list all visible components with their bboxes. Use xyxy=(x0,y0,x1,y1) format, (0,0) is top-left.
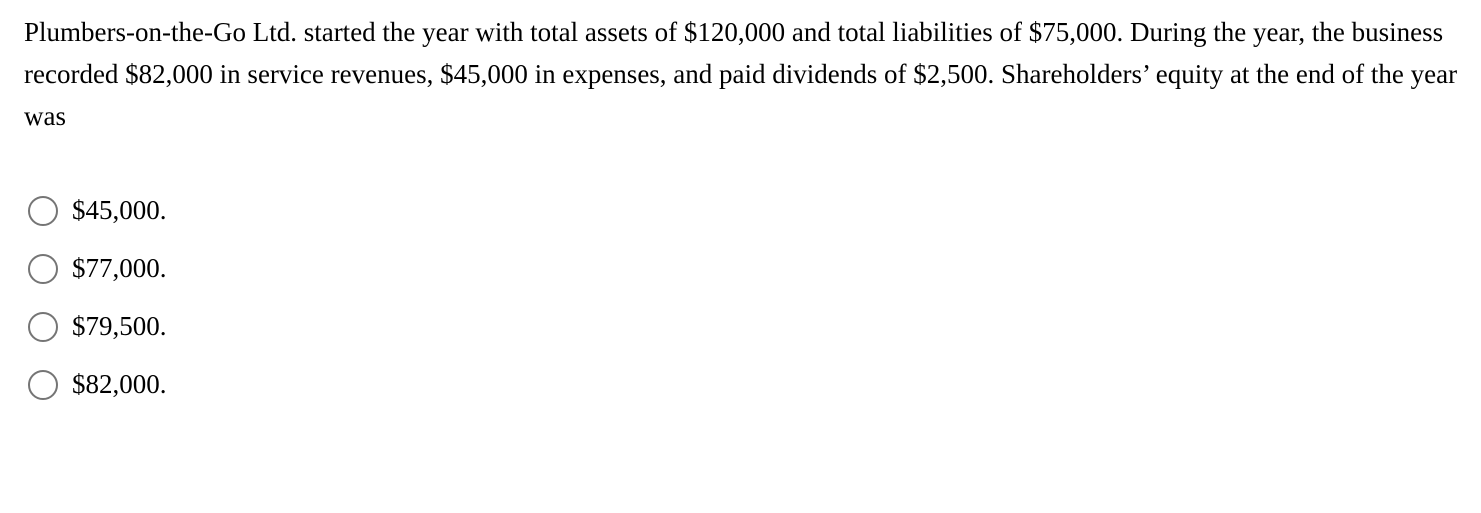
option-label: $82,000. xyxy=(72,371,167,398)
radio-icon[interactable] xyxy=(28,370,58,400)
radio-icon[interactable] xyxy=(28,254,58,284)
option-c[interactable]: $79,500. xyxy=(28,312,1461,342)
radio-icon[interactable] xyxy=(28,312,58,342)
question-text: Plumbers-on-the-Go Ltd. started the year… xyxy=(24,12,1461,138)
option-label: $77,000. xyxy=(72,255,167,282)
option-a[interactable]: $45,000. xyxy=(28,196,1461,226)
options-group: $45,000. $77,000. $79,500. $82,000. xyxy=(24,196,1461,400)
question-container: Plumbers-on-the-Go Ltd. started the year… xyxy=(0,0,1481,420)
radio-icon[interactable] xyxy=(28,196,58,226)
option-label: $79,500. xyxy=(72,313,167,340)
option-b[interactable]: $77,000. xyxy=(28,254,1461,284)
option-d[interactable]: $82,000. xyxy=(28,370,1461,400)
option-label: $45,000. xyxy=(72,197,167,224)
